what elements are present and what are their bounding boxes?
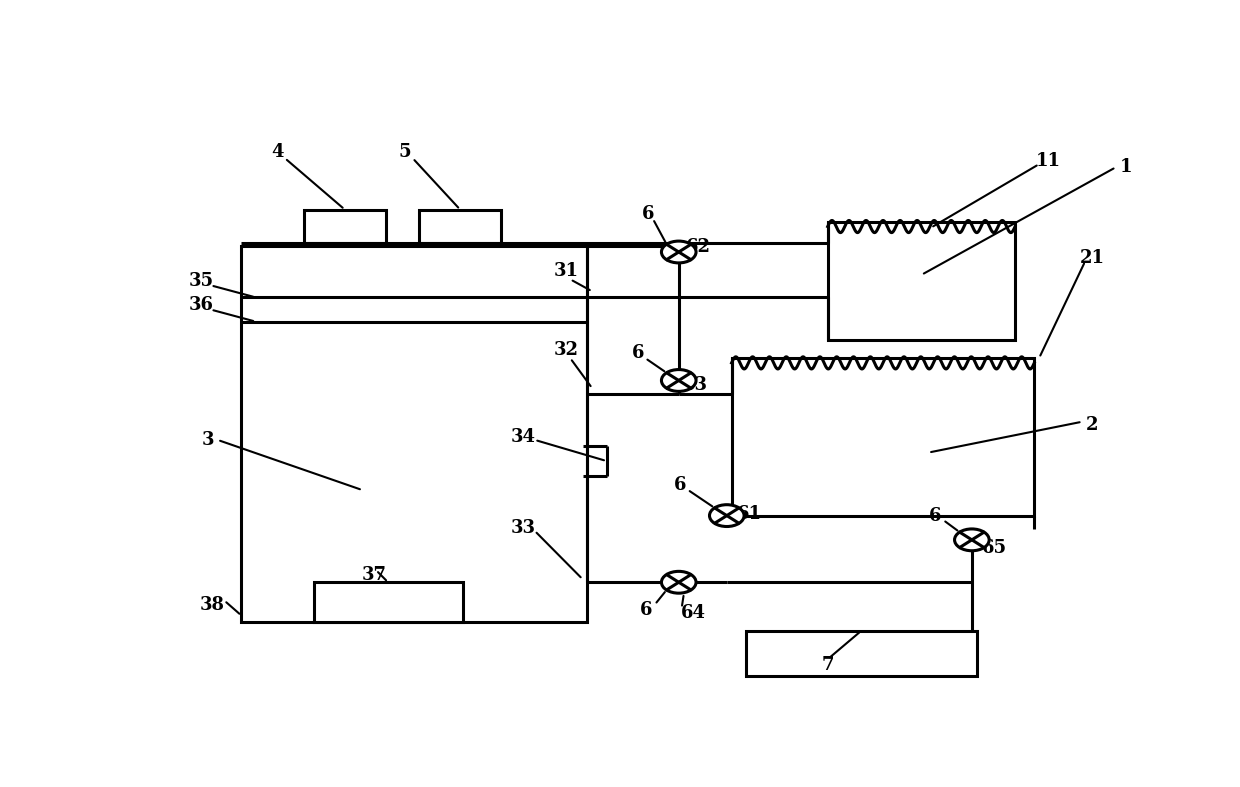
Text: 6: 6	[632, 344, 645, 362]
Text: 33: 33	[511, 519, 536, 537]
Text: 2: 2	[1086, 416, 1099, 434]
Text: 64: 64	[681, 604, 706, 622]
Circle shape	[661, 571, 696, 593]
Text: 6: 6	[642, 205, 655, 223]
Circle shape	[709, 504, 744, 527]
Text: 7: 7	[821, 656, 835, 674]
Text: 63: 63	[682, 376, 708, 394]
Bar	[242, 246, 588, 622]
Bar	[419, 209, 501, 243]
Bar	[314, 582, 463, 622]
Text: 35: 35	[188, 272, 213, 290]
Text: 36: 36	[188, 297, 213, 314]
Bar	[828, 222, 1016, 340]
Text: 3: 3	[202, 430, 215, 449]
Text: 5: 5	[398, 143, 412, 161]
Text: 62: 62	[686, 238, 711, 256]
Bar	[746, 630, 977, 676]
Circle shape	[661, 241, 696, 263]
Text: 65: 65	[981, 539, 1007, 556]
Circle shape	[661, 370, 696, 391]
Text: 6: 6	[640, 600, 652, 619]
Text: 38: 38	[200, 596, 226, 614]
Text: 61: 61	[737, 504, 761, 523]
Text: 6: 6	[929, 507, 941, 525]
Text: 11: 11	[1037, 152, 1061, 170]
Circle shape	[955, 529, 990, 551]
Text: 32: 32	[554, 342, 579, 359]
Text: 37: 37	[362, 566, 387, 584]
Text: 34: 34	[511, 428, 536, 445]
Bar	[732, 358, 1034, 515]
Bar	[304, 209, 386, 243]
Text: 1: 1	[1120, 158, 1132, 176]
Text: 4: 4	[270, 143, 283, 161]
Text: 6: 6	[673, 476, 686, 494]
Text: 31: 31	[554, 262, 579, 280]
Text: 21: 21	[1080, 249, 1105, 267]
